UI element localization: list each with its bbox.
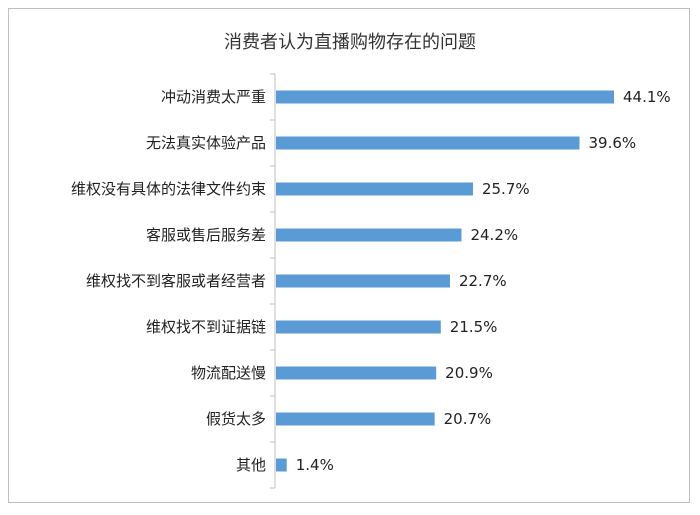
data-label: 39.6%: [589, 134, 637, 152]
bar: [276, 228, 462, 242]
category-label: 物流配送慢: [191, 364, 266, 382]
bar: [276, 274, 450, 288]
chart-title: 消费者认为直播购物存在的问题: [224, 32, 476, 53]
category-label: 无法真实体验产品: [146, 134, 266, 152]
data-label: 21.5%: [450, 318, 498, 336]
bar: [276, 182, 473, 196]
bar: [276, 412, 435, 426]
bar: [276, 366, 437, 380]
bar: [276, 136, 580, 150]
category-label: 维权没有具体的法律文件约束: [71, 180, 266, 198]
bar: [276, 458, 287, 472]
data-label: 22.7%: [459, 272, 507, 290]
bar: [276, 90, 614, 104]
data-label: 44.1%: [623, 88, 671, 106]
data-label: 24.2%: [470, 226, 518, 244]
category-label: 其他: [236, 456, 266, 474]
data-label: 1.4%: [296, 456, 334, 474]
category-label: 维权找不到客服或者经营者: [86, 272, 266, 290]
bar-chart: 冲动消费太严重 44.1% 无法真实体验产品 39.6% 维权没有具体的法律文件约束 25…: [71, 73, 671, 489]
category-label: 冲动消费太严重: [161, 88, 266, 106]
data-label: 25.7%: [482, 180, 530, 198]
chart-frame: 消费者认为直播购物存在的问题 冲动消费太严重 44.1% 无法真实体验产品 39.6%…: [8, 8, 690, 503]
category-label: 维权找不到证据链: [146, 318, 266, 336]
category-label: 客服或售后服务差: [146, 226, 266, 244]
data-label: 20.7%: [444, 410, 492, 428]
category-label: 假货太多: [206, 410, 266, 428]
data-label: 20.9%: [445, 364, 493, 382]
bar: [276, 320, 441, 334]
